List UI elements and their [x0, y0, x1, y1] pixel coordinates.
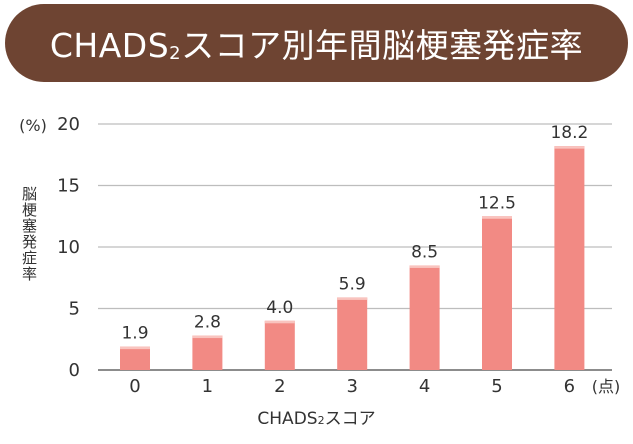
y-tick-label: 10	[57, 237, 80, 258]
bar-value-label: 2.8	[194, 313, 221, 333]
bar	[554, 146, 585, 370]
bar-value-label: 8.5	[411, 242, 438, 262]
bar	[337, 297, 368, 370]
bar-highlight	[264, 320, 295, 324]
x-tick-label: 4	[419, 376, 430, 397]
bar-highlight	[192, 335, 223, 339]
x-tick-label: 3	[346, 376, 357, 397]
bar-highlight	[120, 346, 150, 350]
x-axis-unit: (点)	[592, 377, 621, 396]
x-tick-label: 6	[564, 376, 575, 397]
x-tick-label: 1	[202, 376, 213, 397]
x-tick-label: 5	[491, 376, 502, 397]
chart-title: CHADS2スコア別年間脳梗塞発症率	[49, 26, 584, 65]
bar-value-label: 12.5	[478, 193, 516, 213]
y-tick-label: 0	[69, 360, 80, 381]
bar-value-label: 5.9	[339, 274, 366, 294]
y-axis-label: 脳梗塞発症率	[20, 186, 38, 282]
y-tick-label: 20	[57, 114, 80, 135]
bar-highlight	[409, 265, 440, 268]
bar-highlight	[337, 297, 368, 300]
bar-value-label: 1.9	[121, 324, 148, 344]
chart-title-banner: CHADS2スコア別年間脳梗塞発症率	[5, 4, 628, 82]
x-tick-label: 2	[274, 376, 285, 397]
bar-value-label: 18.2	[550, 123, 588, 143]
bar-highlight	[482, 216, 512, 219]
bar	[264, 320, 295, 370]
y-tick-label: 5	[69, 299, 80, 320]
bar	[409, 265, 440, 370]
bar-highlight	[554, 146, 585, 149]
bar	[120, 346, 150, 370]
y-axis-unit: (%)	[19, 116, 47, 135]
x-axis-label: CHADS2スコア	[257, 409, 376, 429]
bar	[192, 335, 223, 370]
y-tick-label: 15	[57, 176, 80, 197]
bar-value-label: 4.0	[266, 298, 293, 318]
bar	[482, 216, 512, 370]
x-tick-label: 0	[129, 376, 140, 397]
